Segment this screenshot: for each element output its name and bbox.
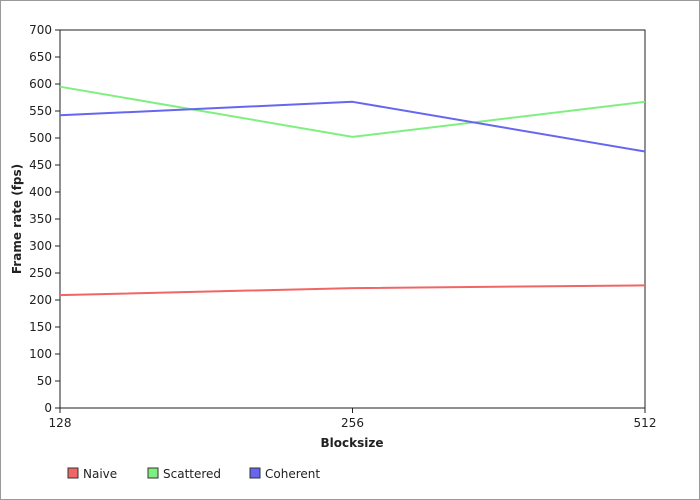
x-tick-label: 512 xyxy=(634,416,657,430)
series-lines xyxy=(59,85,646,297)
series-line-scattered xyxy=(59,85,646,138)
y-tick-label: 200 xyxy=(29,293,52,307)
y-axis-ticks: 0 50 100 150 200 250 300 350 400 450 500 550 600 650 7… xyxy=(29,23,60,415)
legend-swatch-coherent xyxy=(249,467,261,479)
y-tick-label: 350 xyxy=(29,212,52,226)
y-tick-label: 250 xyxy=(29,266,52,280)
legend-swatch-scattered xyxy=(147,467,159,479)
y-tick-label: 50 xyxy=(37,374,52,388)
legend-label-scattered: Scattered xyxy=(163,467,221,481)
legend-label-naive: Naive xyxy=(83,467,117,481)
y-tick-label: 300 xyxy=(29,239,52,253)
y-axis-title: Frame rate (fps) xyxy=(10,164,24,274)
x-axis-title: Blocksize xyxy=(321,436,384,450)
x-axis-ticks: 128 256 512 xyxy=(49,408,657,430)
y-tick-label: 650 xyxy=(29,50,52,64)
x-tick-label: 128 xyxy=(49,416,72,430)
y-tick-label: 700 xyxy=(29,23,52,37)
y-tick-label: 550 xyxy=(29,104,52,118)
y-tick-label: 600 xyxy=(29,77,52,91)
series-line-coherent xyxy=(59,100,646,153)
y-tick-label: 450 xyxy=(29,158,52,172)
legend-label-coherent: Coherent xyxy=(265,467,320,481)
x-tick-label: 256 xyxy=(341,416,364,430)
y-tick-label: 500 xyxy=(29,131,52,145)
y-tick-label: 100 xyxy=(29,347,52,361)
y-tick-label: 0 xyxy=(44,401,52,415)
y-tick-label: 150 xyxy=(29,320,52,334)
y-tick-label: 400 xyxy=(29,185,52,199)
series-line-naive xyxy=(59,284,646,297)
legend-swatch-naive xyxy=(67,467,79,479)
legend: Naive Scattered Coherent xyxy=(67,467,320,481)
plot-area xyxy=(59,29,646,409)
